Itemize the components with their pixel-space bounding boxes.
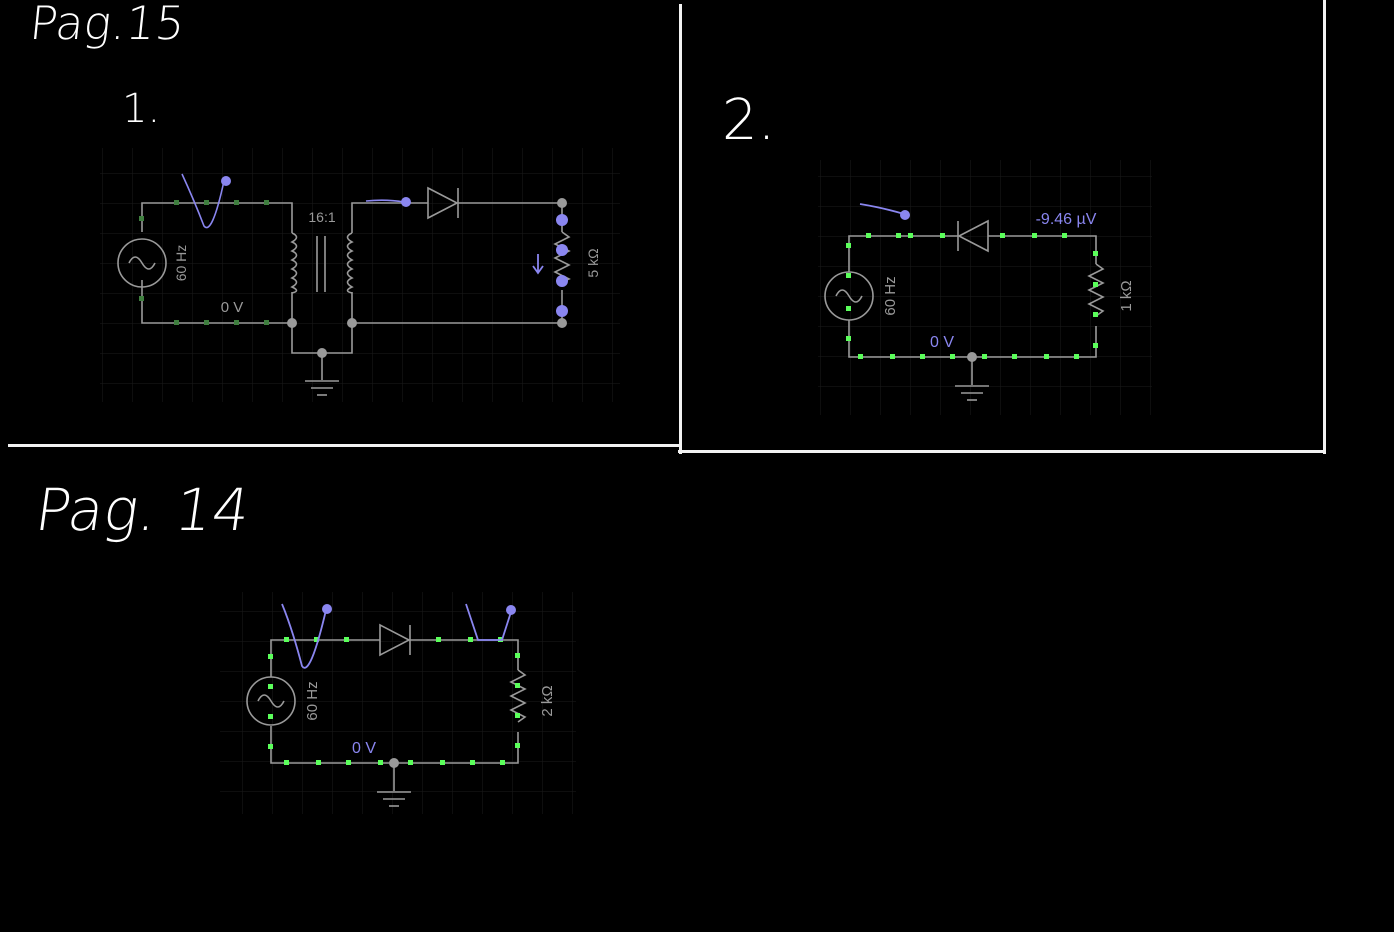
circuit-1-ratio-label: 16:1 xyxy=(308,209,335,225)
circuit-2-schematic: -9.46 µV 60 Hz 0 V 1 kΩ xyxy=(818,160,1152,415)
divider-vertical-right xyxy=(1323,0,1326,454)
circuit-2-panel: -9.46 µV 60 Hz 0 V 1 kΩ xyxy=(818,160,1152,415)
circuit-1-ground-label: 0 V xyxy=(221,299,244,316)
divider-vertical-left xyxy=(679,4,682,454)
circuit-1-schematic: 60 Hz 16:1 0 V 5 kΩ xyxy=(100,148,620,402)
circuit-2-resistor-label: 1 kΩ xyxy=(1118,280,1135,311)
circuit-3-schematic: 60 Hz 0 V 2 kΩ xyxy=(220,592,576,814)
page-14-note: Pag. 14 xyxy=(31,476,255,544)
divider-horizontal-left xyxy=(8,444,680,447)
circuit-1-resistor-label: 5 kΩ xyxy=(585,248,601,277)
circuit-3-resistor-label: 2 kΩ xyxy=(539,685,556,716)
circuit-2-ground-label: 0 V xyxy=(930,334,954,351)
circuit-2-freq-label: 60 Hz xyxy=(882,276,899,315)
page-15-note: Pag.15 xyxy=(27,0,188,50)
item-1-note: 1. xyxy=(122,86,161,132)
circuit-1-panel: 60 Hz 16:1 0 V 5 kΩ xyxy=(100,148,620,402)
circuit-2-probe-voltage: -9.46 µV xyxy=(1036,211,1097,228)
item-2-note: 2. xyxy=(722,88,776,153)
circuit-3-ground-label: 0 V xyxy=(352,740,376,757)
circuit-1-freq-label: 60 Hz xyxy=(173,245,189,282)
divider-horizontal-right xyxy=(678,450,1326,453)
circuit-3-panel: 60 Hz 0 V 2 kΩ xyxy=(220,592,576,814)
circuit-3-freq-label: 60 Hz xyxy=(304,681,321,720)
